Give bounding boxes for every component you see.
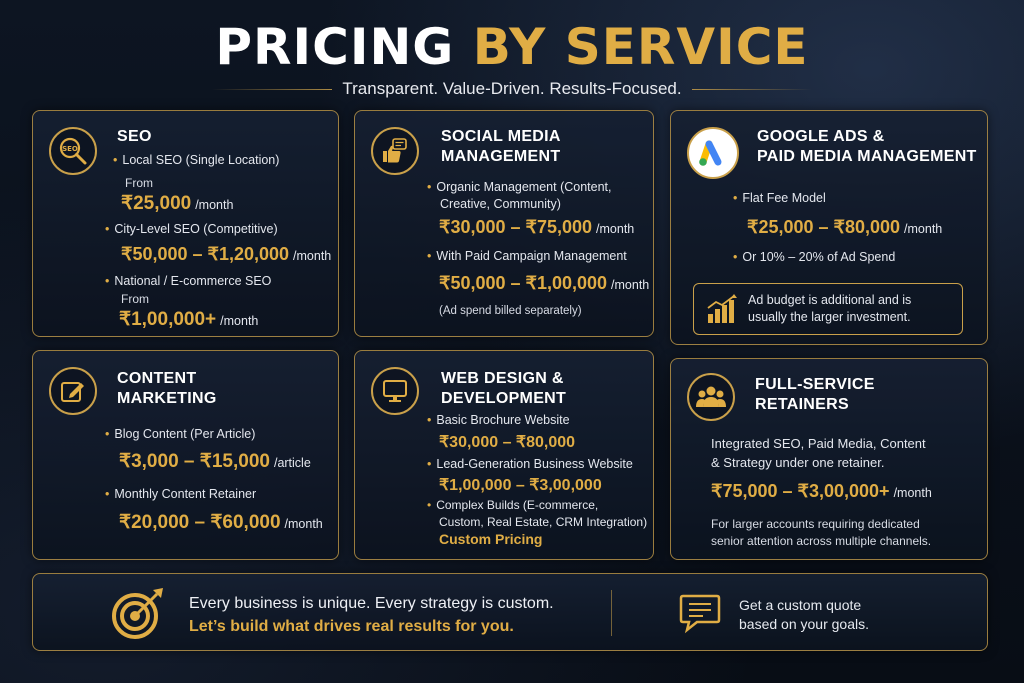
ad-budget-callout: Ad budget is additional and is usually th… <box>693 283 963 335</box>
title-part-2: BY SERVICE <box>472 18 809 76</box>
subtitle: Transparent. Value-Driven. Results-Focus… <box>342 79 682 98</box>
monitor-icon <box>371 367 419 415</box>
thumbs-up-chat-icon <box>371 127 419 175</box>
social-title: SOCIAL MEDIA MANAGEMENT <box>441 128 561 165</box>
edit-pencil-icon <box>49 367 97 415</box>
svg-text:SEO: SEO <box>62 145 78 153</box>
social-item-organic-price: ₹30,000 – ₹75,000/month <box>439 217 635 237</box>
content-marketing-card: CONTENT MARKETING • Blog Content (Per Arti… <box>32 350 339 560</box>
seo-item-national-from: From <box>121 292 149 306</box>
magnifier-seo-icon: SEO <box>49 127 97 175</box>
google-ads-title: GOOGLE ADS & PAID MEDIA MANAGEMENT <box>757 128 977 165</box>
web-title: WEB DESIGN & DEVELOPMENT <box>441 370 567 407</box>
web-design-card: WEB DESIGN & DEVELOPMENT • Basic Brochure … <box>354 350 654 560</box>
retainers-card: FULL-SERVICE RETAINERS Integrated SEO, Pa… <box>670 358 988 560</box>
social-item-paid: • With Paid Campaign Management <box>427 249 627 263</box>
seo-item-national: • National / E-commerce SEO <box>105 274 272 288</box>
banner-line-1: Every business is unique. Every strategy… <box>189 595 554 612</box>
team-icon <box>687 373 735 421</box>
seo-card: SEO SEO • Local SEO (Single Location) Fro… <box>32 110 339 337</box>
content-item-retainer-price: ₹20,000 – ₹60,000/month <box>119 512 323 533</box>
google-ads-item-flat-fee-price: ₹25,000 – ₹80,000/month <box>747 217 943 237</box>
retainers-title: FULL-SERVICE RETAINERS <box>755 376 875 413</box>
seo-item-local-price: ₹25,000/month <box>121 193 234 214</box>
seo-item-city: • City-Level SEO (Competitive) <box>105 222 278 236</box>
content-item-blog-price: ₹3,000 – ₹15,000/article <box>119 451 311 472</box>
page-title: PRICING BY SERVICE <box>0 18 1024 76</box>
ad-budget-callout-text: Ad budget is additional and is usually th… <box>748 293 912 324</box>
divider-left <box>212 88 333 90</box>
social-item-paid-price: ₹50,000 – ₹1,00,000/month <box>439 273 650 293</box>
web-item-complex-price: Custom Pricing <box>439 531 543 547</box>
google-ads-item-flat-fee: • Flat Fee Model <box>733 191 826 205</box>
web-item-brochure: • Basic Brochure Website <box>427 413 570 427</box>
subtitle-row: Transparent. Value-Driven. Results-Focus… <box>200 78 824 100</box>
social-item-organic: • Organic Management (Content, Creative, C… <box>427 180 612 211</box>
seo-item-local: • Local SEO (Single Location) <box>113 153 280 167</box>
retainers-description: Integrated SEO, Paid Media, Content & Str… <box>711 436 926 470</box>
cta-banner: Every business is unique. Every strategy… <box>32 573 988 651</box>
retainers-note: For larger accounts requiring dedicated s… <box>711 517 932 548</box>
social-note: (Ad spend billed separately) <box>439 305 582 317</box>
content-item-blog: • Blog Content (Per Article) <box>105 427 256 441</box>
banner-divider <box>611 590 612 636</box>
growth-chart-icon <box>706 294 738 328</box>
banner-line-2: Let’s build what drives real results for… <box>189 618 514 635</box>
google-ads-card: GOOGLE ADS & PAID MEDIA MANAGEMENT • Flat … <box>670 110 988 345</box>
divider-right <box>691 88 812 90</box>
seo-item-city-price: ₹50,000 – ₹1,20,000/month <box>121 244 332 264</box>
seo-item-local-from: From <box>125 176 153 190</box>
google-ads-logo <box>687 127 739 179</box>
social-media-card: SOCIAL MEDIA MANAGEMENT • Organic Manageme… <box>354 110 654 337</box>
retainers-price: ₹75,000 – ₹3,00,000+/month <box>711 481 932 501</box>
web-item-leadgen-price: ₹1,00,000 – ₹3,00,000 <box>439 477 602 494</box>
google-ads-item-percentage: • Or 10% – 20% of Ad Spend <box>733 250 896 264</box>
custom-quote-text: Get a custom quote based on your goals. <box>739 597 869 632</box>
content-item-retainer: • Monthly Content Retainer <box>105 487 257 501</box>
content-title: CONTENT MARKETING <box>117 370 217 407</box>
web-item-brochure-price: ₹30,000 – ₹80,000 <box>439 434 576 451</box>
chat-bubble-icon <box>679 592 721 638</box>
seo-title: SEO <box>117 128 152 145</box>
seo-item-national-price: ₹1,00,000+/month <box>119 309 259 330</box>
target-arrow-icon <box>111 586 165 644</box>
web-item-leadgen: • Lead-Generation Business Website <box>427 457 633 471</box>
title-part-1: PRICING <box>215 18 455 76</box>
web-item-complex: • Complex Builds (E-commerce, Custom, Real… <box>427 498 648 529</box>
